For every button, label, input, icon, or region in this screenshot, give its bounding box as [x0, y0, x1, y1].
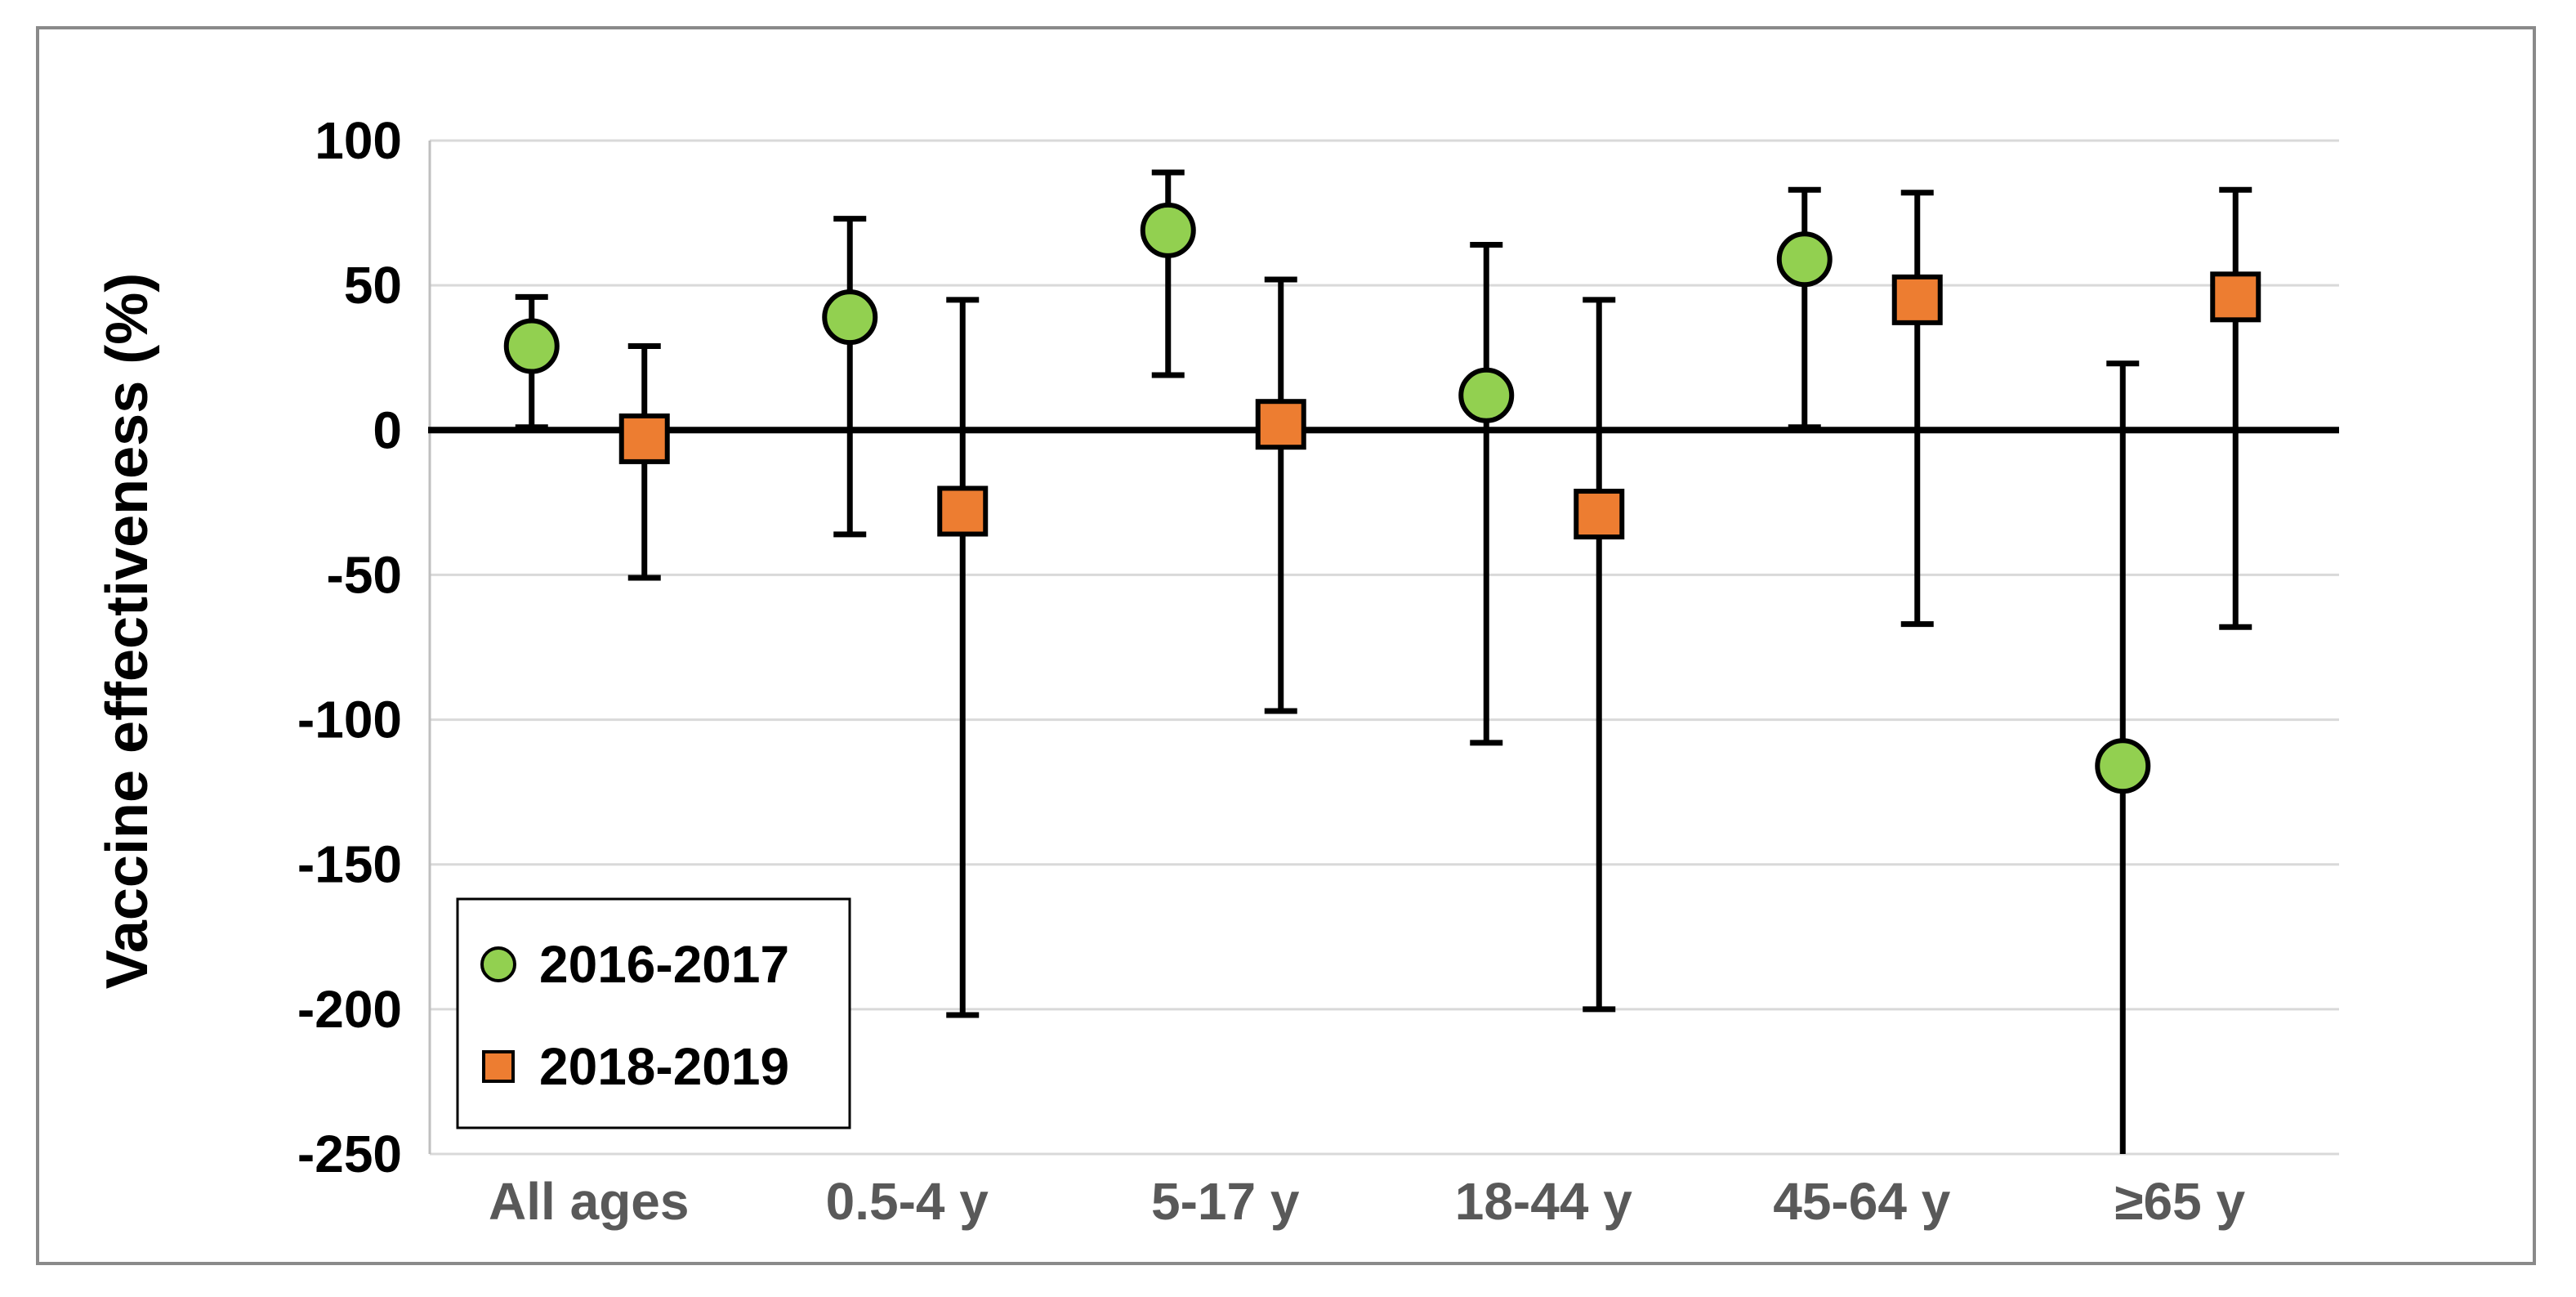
y-tick-label: -100 — [297, 691, 402, 749]
chart-svg: 100 50 0 -50 -100 -150 -200 -250 All ages 0.5-4 … — [95, 111, 2339, 1231]
y-tick-labels: 100 50 0 -50 -100 -150 -200 -250 — [297, 111, 402, 1183]
x-tick-label: ≥65 y — [2114, 1172, 2245, 1231]
x-tick-label: 18-44 y — [1455, 1172, 1632, 1231]
legend: 2016-2017 2018-2019 — [456, 897, 851, 1129]
data-point-circle — [2095, 738, 2151, 794]
data-point-circle — [1458, 367, 1515, 423]
legend-box — [456, 897, 851, 1129]
error-bar — [946, 297, 980, 1018]
legend-square-marker — [482, 1050, 515, 1083]
legend-entry: 2016-2017 — [480, 935, 789, 994]
y-tick-label: 0 — [373, 400, 402, 459]
error-bar — [833, 216, 867, 538]
legend-entry: 2018-2019 — [482, 1037, 789, 1096]
y-tick-label: -200 — [297, 980, 402, 1039]
y-tick-label: -250 — [297, 1125, 402, 1183]
x-tick-label: All ages — [489, 1172, 689, 1231]
data-point-circle — [822, 289, 878, 346]
x-tick-label: 5-17 y — [1151, 1172, 1300, 1231]
error-bar — [1583, 297, 1616, 1013]
y-tick-label: 50 — [344, 256, 402, 315]
data-point-square — [1574, 489, 1625, 540]
chart-frame: 100 50 0 -50 -100 -150 -200 -250 All ages 0.5-4 … — [36, 26, 2536, 1265]
y-axis-label: Vaccine effectiveness (%) — [95, 273, 160, 989]
y-tick-label: -150 — [297, 835, 402, 894]
error-bar — [1470, 242, 1503, 746]
error-bar — [1264, 276, 1297, 714]
data-markers — [503, 202, 2261, 794]
x-tick-label: 0.5-4 y — [826, 1172, 989, 1231]
data-point-square — [618, 413, 670, 464]
error-bar — [2219, 186, 2252, 630]
y-tick-label: 100 — [315, 111, 402, 170]
y-tick-label: -50 — [327, 545, 403, 604]
data-point-circle — [1140, 202, 1196, 258]
x-tick-labels: All ages 0.5-4 y 5-17 y 18-44 y 45-64 y ≥65 y — [489, 1172, 2245, 1231]
data-point-square — [937, 485, 989, 537]
legend-circle-marker — [480, 946, 516, 982]
data-point-square — [1255, 399, 1306, 450]
data-point-circle — [503, 318, 560, 374]
error-bar — [1788, 186, 1821, 431]
legend-label: 2018-2019 — [539, 1037, 789, 1096]
x-tick-label: 45-64 y — [1773, 1172, 1950, 1231]
legend-label: 2016-2017 — [539, 935, 789, 994]
data-point-square — [1891, 274, 1943, 325]
data-point-circle — [1776, 231, 1833, 288]
data-point-square — [2210, 271, 2261, 323]
axes — [428, 141, 2339, 1154]
error-bar — [1900, 190, 1934, 628]
